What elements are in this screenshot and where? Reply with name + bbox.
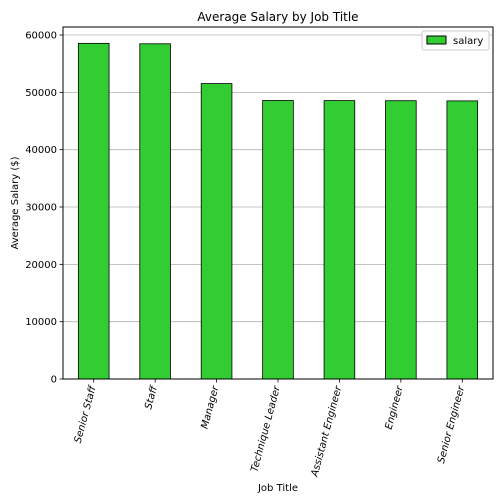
x-axis-label: Job Title xyxy=(257,483,298,494)
bar-2 xyxy=(200,83,233,380)
legend-swatch xyxy=(426,35,447,45)
y-tick-label-6: 60000 xyxy=(25,31,57,42)
y-tick-label-3: 30000 xyxy=(25,203,57,214)
y-tick-label-5: 50000 xyxy=(25,88,57,99)
y-axis-label: Average Salary ($) xyxy=(10,156,21,249)
legend: salary xyxy=(421,30,490,51)
bar-5 xyxy=(385,100,417,380)
chart-title: Average Salary by Job Title xyxy=(197,10,358,24)
y-tick-label-4: 40000 xyxy=(25,145,57,156)
legend-label: salary xyxy=(453,36,483,47)
bar-0 xyxy=(77,42,110,380)
y-tick-label-1: 10000 xyxy=(25,317,57,328)
y-tick-label-0: 0 xyxy=(51,375,57,386)
bar-1 xyxy=(139,43,171,380)
bar-4 xyxy=(323,100,356,380)
y-tick-label-2: 20000 xyxy=(25,260,57,271)
bar-6 xyxy=(446,100,479,380)
bar-3 xyxy=(262,100,294,380)
y-axis: 0 10000 20000 30000 40000 50000 60000 xyxy=(25,31,63,386)
